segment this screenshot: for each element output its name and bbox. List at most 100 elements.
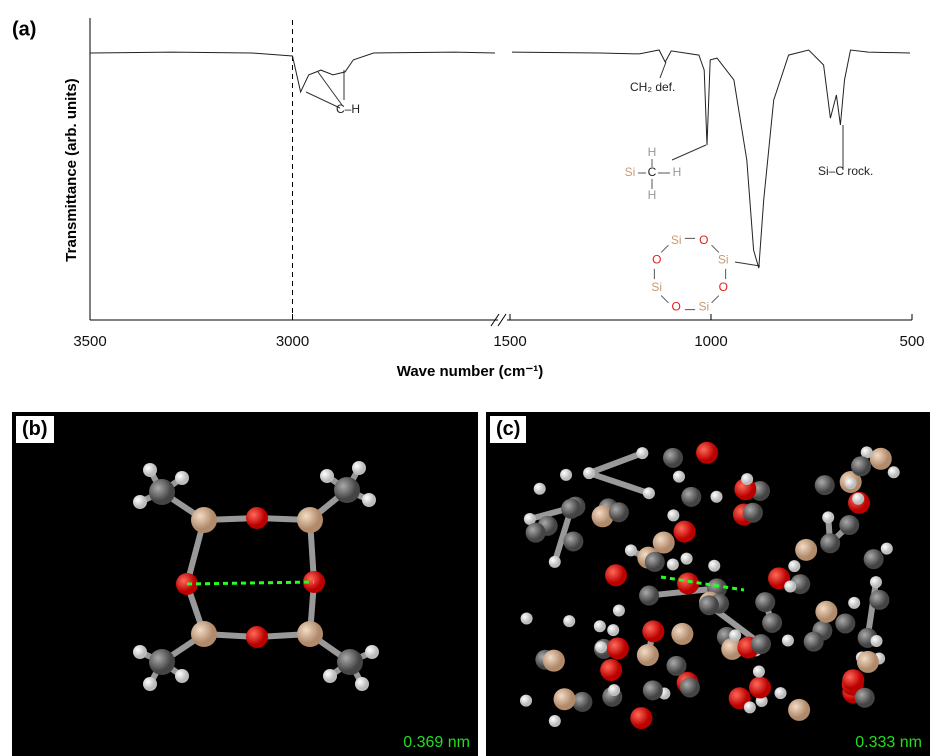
atom (820, 533, 840, 553)
atom-label: Si (625, 165, 636, 179)
atom (788, 560, 800, 572)
atom (729, 629, 741, 641)
atom-label: O (652, 252, 661, 266)
atom (191, 507, 217, 533)
atom (352, 461, 366, 475)
annotation: C–H (336, 102, 360, 116)
atom (744, 701, 756, 713)
atom (560, 469, 572, 481)
atom (643, 680, 663, 700)
atom (681, 553, 693, 565)
atom (762, 613, 782, 633)
atom (699, 595, 719, 615)
atom (681, 487, 701, 507)
atom (362, 493, 376, 507)
atom (851, 456, 871, 476)
distance-label: 0.333 nm (855, 734, 922, 752)
atom (855, 688, 875, 708)
y-axis-label: Transmittance (arb. units) (63, 78, 80, 261)
atom (871, 635, 883, 647)
atom (795, 539, 817, 561)
x-tick-label: 1000 (694, 333, 727, 350)
atom (643, 487, 655, 499)
atom (639, 586, 659, 606)
distance-label: 0.369 nm (403, 734, 470, 752)
atom (710, 491, 722, 503)
atom (696, 442, 718, 464)
atom (605, 564, 627, 586)
atom (554, 688, 576, 710)
atom (630, 707, 652, 729)
atom (673, 471, 685, 483)
atom (637, 644, 659, 666)
atom (297, 621, 323, 647)
atom (563, 615, 575, 627)
atom (788, 699, 810, 721)
panel-b: (b) 0.369 nm (12, 412, 478, 756)
atom-label: Si (651, 280, 662, 294)
atom (149, 649, 175, 675)
atom-label: O (719, 280, 728, 294)
x-tick-label: 3000 (276, 333, 309, 350)
atom (864, 549, 884, 569)
atom (246, 626, 268, 648)
atom (741, 473, 753, 485)
atom (149, 479, 175, 505)
atom (561, 499, 581, 519)
atom (595, 641, 607, 653)
leader-line (660, 62, 843, 266)
panel-label: (a) (12, 18, 36, 40)
bond (712, 245, 719, 252)
atom (645, 552, 665, 572)
atom (636, 447, 648, 459)
atom (804, 632, 824, 652)
panel-label: (c) (490, 416, 526, 443)
atom (835, 613, 855, 633)
figure: (a) Transmittance (arb. units) Wave numb… (0, 0, 930, 756)
atom (625, 544, 637, 556)
atom (857, 651, 879, 673)
atom (755, 592, 775, 612)
atom (848, 597, 860, 609)
atom-label: Si (671, 233, 682, 247)
atom (708, 560, 720, 572)
atom (520, 695, 532, 707)
atom (337, 649, 363, 675)
atom (297, 507, 323, 533)
atom (677, 573, 699, 595)
atom (355, 677, 369, 691)
atom (143, 463, 157, 477)
atom (143, 677, 157, 691)
atom (822, 511, 834, 523)
atom (534, 483, 546, 495)
atom (608, 684, 620, 696)
atom (642, 620, 664, 642)
atom (607, 637, 629, 659)
atom (839, 515, 859, 535)
atom (674, 521, 696, 543)
atom (782, 634, 794, 646)
panel-c: (c) 0.333 nm (486, 412, 930, 756)
atom (666, 656, 686, 676)
x-tick-label: 3500 (73, 333, 106, 350)
atom (191, 621, 217, 647)
atom (869, 590, 889, 610)
atom-label: C (648, 165, 657, 179)
oo-distance (187, 582, 314, 584)
atom (667, 558, 679, 570)
atom (600, 659, 622, 681)
atom (753, 665, 765, 677)
atom (521, 613, 533, 625)
atom (133, 495, 147, 509)
atom (607, 624, 619, 636)
atom (133, 645, 147, 659)
atom (549, 556, 561, 568)
atom (543, 650, 565, 672)
panel-label: (b) (16, 416, 54, 443)
atom-label: Si (698, 299, 709, 313)
atom (526, 523, 546, 543)
molecule-render (486, 412, 930, 756)
atom (671, 623, 693, 645)
atom (751, 634, 771, 654)
